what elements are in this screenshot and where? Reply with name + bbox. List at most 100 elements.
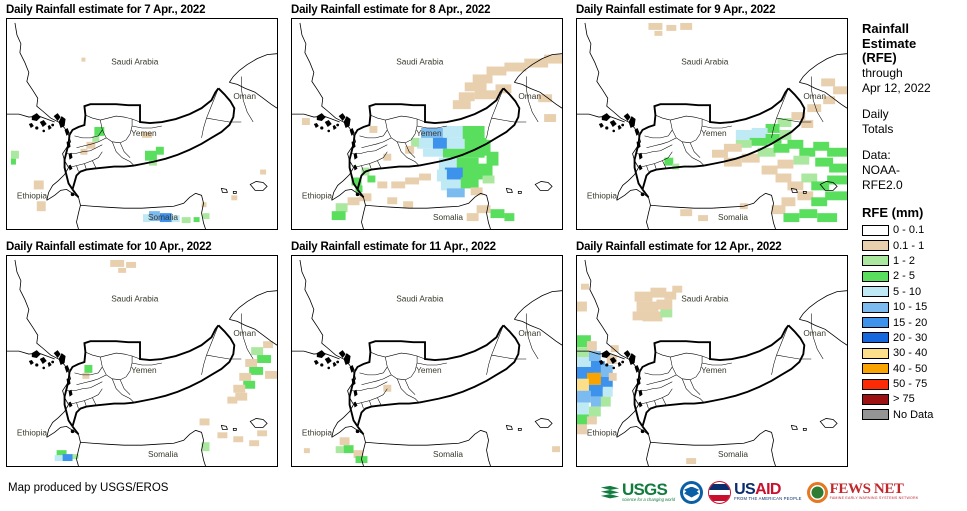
islands-layer bbox=[598, 350, 645, 434]
map-svg: Saudi Arabia Oman Yemen Ethiopia Somalia bbox=[577, 22, 847, 229]
label-saudi-arabia: Saudi Arabia bbox=[681, 294, 729, 304]
label-somalia: Somalia bbox=[148, 212, 178, 222]
legend-row: 20 - 30 bbox=[862, 330, 967, 345]
rfe-totals-line1: Daily bbox=[862, 106, 889, 121]
legend-row: 30 - 40 bbox=[862, 346, 967, 361]
legend-swatch bbox=[862, 378, 889, 390]
rfe-data-label: Data: bbox=[862, 147, 891, 162]
legend-title: RFE (mm) bbox=[862, 204, 924, 220]
legend-row: 2 - 5 bbox=[862, 269, 967, 284]
country-border-layer bbox=[633, 324, 806, 435]
coastline-layer bbox=[577, 259, 847, 466]
map-svg: Saudi Arabia Oman Yemen Ethiopia Somalia bbox=[292, 22, 562, 229]
noaa-logo[interactable] bbox=[680, 480, 704, 504]
fews-tagline: FAMINE EARLY WARNING SYSTEMS NETWORK bbox=[829, 496, 919, 501]
legend-row: 50 - 75 bbox=[862, 376, 967, 391]
panel-title: Daily Rainfall estimate for 9 Apr., 2022 bbox=[576, 4, 776, 16]
legend-label: > 75 bbox=[893, 393, 915, 406]
label-somalia: Somalia bbox=[718, 212, 748, 222]
rain-layer bbox=[303, 384, 561, 464]
usaid-logo[interactable]: USAID FROM THE AMERICAN PEOPLE bbox=[708, 479, 802, 505]
rfe-totals-line2: Totals bbox=[862, 121, 894, 136]
country-border-layer bbox=[348, 324, 521, 435]
map-label-layer: Saudi Arabia Oman Yemen Ethiopia Somalia bbox=[17, 57, 256, 223]
legend-swatch bbox=[862, 363, 889, 375]
label-yemen: Yemen bbox=[701, 128, 727, 138]
usaid-tagline: FROM THE AMERICAN PEOPLE bbox=[734, 496, 802, 501]
rain-layer bbox=[54, 259, 277, 462]
admin-boundary-layer bbox=[636, 76, 824, 172]
legend-swatch bbox=[862, 286, 889, 298]
map-label-layer: Saudi Arabia Oman Yemen Ethiopia Somalia bbox=[302, 294, 541, 460]
country-border-layer bbox=[63, 324, 236, 435]
label-saudi-arabia: Saudi Arabia bbox=[111, 294, 159, 304]
legend-swatch bbox=[862, 332, 889, 344]
map-11apr[interactable]: Saudi Arabia Oman Yemen Ethiopia Somalia bbox=[291, 255, 563, 467]
map-svg: Saudi Arabia Oman Yemen Ethiopia Somalia bbox=[7, 22, 277, 229]
rain-layer bbox=[577, 283, 697, 465]
noaa-seal-icon bbox=[683, 483, 701, 501]
islands-layer bbox=[598, 113, 645, 197]
legend-row: 0 - 0.1 bbox=[862, 223, 967, 238]
rfe-data-source-line1: NOAA- bbox=[862, 162, 901, 177]
legend-label: 1 - 2 bbox=[893, 254, 916, 267]
fews-net-logo[interactable]: FEWS NET FAMINE EARLY WARNING SYSTEMS NE… bbox=[806, 479, 919, 505]
usaid-wordmark: USAID bbox=[734, 482, 802, 498]
legend-swatch bbox=[862, 409, 889, 421]
usgs-tagline: science for a changing world bbox=[622, 496, 676, 502]
label-somalia: Somalia bbox=[433, 212, 463, 222]
rain-layer bbox=[648, 22, 847, 223]
sidebar: Rainfall Estimate (RFE) through Apr 12, … bbox=[862, 0, 967, 470]
country-border-layer bbox=[633, 87, 806, 198]
legend-row: 10 - 15 bbox=[862, 299, 967, 314]
label-oman: Oman bbox=[803, 328, 826, 338]
map-8apr[interactable]: Saudi Arabia Oman Yemen Ethiopia Somalia bbox=[291, 18, 563, 230]
legend-label: 0 - 0.1 bbox=[893, 224, 925, 237]
legend-list: 0 - 0.1 0.1 - 1 1 - 2 2 - 5 5 - 10 10 - 15 15 … bbox=[862, 223, 967, 423]
label-ethiopia: Ethiopia bbox=[302, 427, 332, 437]
usgs-wave-icon bbox=[600, 485, 620, 498]
legend-label: 20 - 30 bbox=[893, 331, 928, 344]
legend-swatch bbox=[862, 347, 889, 359]
coastline-layer bbox=[7, 259, 277, 466]
label-oman: Oman bbox=[803, 91, 826, 101]
map-10apr[interactable]: Saudi Arabia Oman Yemen Ethiopia Somalia bbox=[6, 255, 278, 467]
map-12apr[interactable]: Saudi Arabia Oman Yemen Ethiopia Somalia bbox=[576, 255, 848, 467]
label-ethiopia: Ethiopia bbox=[17, 190, 47, 200]
legend-row: No Data bbox=[862, 407, 967, 422]
map-9apr[interactable]: Saudi Arabia Oman Yemen Ethiopia Somalia bbox=[576, 18, 848, 230]
label-saudi-arabia: Saudi Arabia bbox=[111, 57, 159, 67]
legend-label: 30 - 40 bbox=[893, 347, 928, 360]
map-label-layer: Saudi Arabia Oman Yemen Ethiopia Somalia bbox=[587, 57, 826, 223]
label-oman: Oman bbox=[518, 91, 541, 101]
rfe-through-label: through bbox=[862, 65, 903, 80]
usgs-logo[interactable]: USGS science for a changing world bbox=[600, 479, 675, 505]
map-label-layer: Saudi Arabia Oman Yemen Ethiopia Somalia bbox=[302, 57, 541, 223]
legend-row: > 75 bbox=[862, 392, 967, 407]
label-yemen: Yemen bbox=[131, 128, 157, 138]
islands-layer bbox=[28, 113, 75, 197]
islands-layer bbox=[313, 350, 360, 434]
coastline-layer bbox=[7, 22, 277, 229]
map-svg: Saudi Arabia Oman Yemen Ethiopia Somalia bbox=[292, 259, 562, 466]
panel-7apr: Daily Rainfall estimate for 7 Apr., 2022 bbox=[6, 2, 278, 230]
panel-title: Daily Rainfall estimate for 11 Apr., 202… bbox=[291, 241, 496, 253]
legend-label: 0.1 - 1 bbox=[893, 239, 925, 252]
label-ethiopia: Ethiopia bbox=[587, 427, 617, 437]
label-yemen: Yemen bbox=[416, 365, 442, 375]
label-saudi-arabia: Saudi Arabia bbox=[396, 57, 444, 67]
legend-label: 50 - 75 bbox=[893, 378, 928, 391]
label-saudi-arabia: Saudi Arabia bbox=[396, 294, 444, 304]
map-7apr[interactable]: Saudi Arabia Oman Yemen Ethiopia Somalia bbox=[6, 18, 278, 230]
rfe-through-date: Apr 12, 2022 bbox=[862, 80, 931, 95]
panel-11apr: Daily Rainfall estimate for 11 Apr., 202… bbox=[291, 239, 563, 467]
fews-globe-icon bbox=[806, 481, 828, 503]
map-credit: Map produced by USGS/EROS bbox=[8, 482, 169, 494]
legend-label: 5 - 10 bbox=[893, 285, 922, 298]
legend-swatch bbox=[862, 317, 889, 329]
logo-strip: USGS science for a changing world USAID … bbox=[600, 477, 918, 507]
label-oman: Oman bbox=[233, 91, 256, 101]
admin-boundary-layer bbox=[66, 313, 254, 409]
label-somalia: Somalia bbox=[148, 449, 178, 459]
coastline-layer bbox=[292, 259, 562, 466]
